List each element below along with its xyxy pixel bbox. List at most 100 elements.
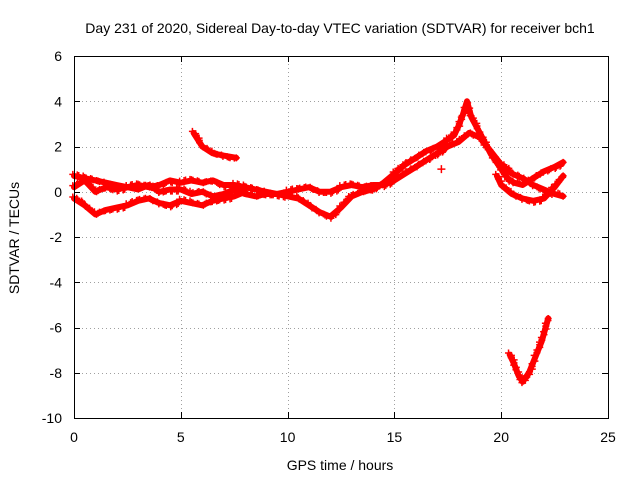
data-point	[86, 206, 94, 214]
data-point	[180, 185, 188, 193]
data-point	[147, 182, 155, 190]
data-point	[174, 200, 182, 208]
data-point	[455, 135, 463, 143]
data-point	[229, 184, 237, 192]
data-point	[336, 202, 344, 210]
data-point	[229, 191, 237, 199]
x-tick-label: 25	[600, 429, 616, 445]
data-point	[94, 209, 102, 217]
y-axis-label: SDTVAR / TECUs	[6, 182, 22, 294]
data-point	[415, 151, 423, 159]
data-point	[140, 182, 148, 190]
data-point	[308, 204, 316, 212]
data-point	[543, 189, 551, 197]
data-point	[415, 160, 423, 168]
data-point	[85, 181, 93, 189]
data-point	[422, 148, 430, 156]
data-point	[539, 193, 547, 201]
data-point	[167, 203, 175, 211]
y-tick-label: 4	[54, 93, 62, 109]
data-point	[532, 171, 540, 179]
data-point	[428, 153, 436, 161]
y-tick-label: 2	[54, 139, 62, 155]
data-point	[69, 182, 77, 190]
data-point	[531, 357, 539, 365]
data-point	[447, 133, 455, 141]
data-point	[333, 187, 341, 195]
chart-title: Day 231 of 2020, Sidereal Day-to-day VTE…	[85, 20, 595, 36]
data-point	[406, 166, 414, 174]
data-point	[535, 184, 543, 192]
data-point	[559, 172, 567, 180]
data-point	[299, 196, 307, 204]
data-point	[128, 197, 136, 205]
data-point	[74, 179, 82, 187]
y-tick-label: 6	[54, 48, 62, 64]
data-point	[78, 197, 86, 205]
data-point	[443, 134, 451, 142]
data-point	[388, 179, 396, 187]
data-point	[334, 186, 342, 194]
data-point	[309, 185, 317, 193]
data-point	[161, 180, 169, 187]
y-tick-label: -4	[50, 274, 63, 290]
series-track-d	[492, 170, 567, 206]
data-point	[389, 168, 397, 176]
data-point	[300, 198, 308, 206]
data-point	[435, 150, 443, 158]
data-point	[551, 164, 559, 172]
data-point	[559, 158, 567, 166]
data-point	[457, 113, 465, 121]
data-point	[522, 372, 530, 380]
data-point	[216, 181, 224, 189]
data-point	[544, 314, 552, 322]
data-point	[440, 145, 448, 153]
data-point	[437, 165, 446, 174]
data-point	[440, 147, 448, 155]
data-point	[492, 158, 500, 166]
data-point	[173, 201, 181, 209]
data-point	[536, 185, 544, 193]
data-point	[447, 140, 455, 148]
data-point	[414, 162, 422, 170]
data-point	[407, 156, 415, 164]
data-point	[552, 163, 560, 171]
data-point	[422, 157, 430, 165]
data-point	[202, 199, 210, 207]
data-point	[509, 177, 517, 185]
y-tick-label: -8	[50, 365, 63, 381]
data-point	[488, 151, 496, 159]
series-track-b	[69, 129, 567, 201]
data-point	[449, 139, 457, 147]
data-point	[394, 172, 402, 180]
data-point	[195, 200, 203, 208]
x-tick-label: 5	[177, 429, 185, 445]
data-point	[81, 178, 89, 186]
data-point	[127, 199, 135, 207]
data-point	[545, 166, 553, 174]
data-point	[174, 187, 182, 195]
data-point	[241, 188, 249, 196]
data-point	[394, 164, 402, 172]
data-point	[509, 170, 517, 178]
data-point	[354, 189, 362, 197]
data-point	[152, 185, 160, 193]
data-point	[556, 162, 564, 170]
data-point	[428, 146, 436, 154]
data-point	[508, 169, 516, 177]
data-point	[94, 187, 102, 195]
x-tick-label: 15	[387, 429, 403, 445]
data-point	[121, 203, 129, 211]
data-point	[195, 177, 203, 185]
data-point	[434, 151, 442, 159]
data-point	[315, 209, 323, 217]
data-point	[198, 142, 206, 150]
data-point	[529, 182, 537, 190]
data-point	[521, 176, 529, 184]
data-point	[382, 181, 390, 189]
data-point	[322, 189, 330, 197]
data-point	[389, 175, 397, 183]
data-point	[100, 178, 108, 186]
